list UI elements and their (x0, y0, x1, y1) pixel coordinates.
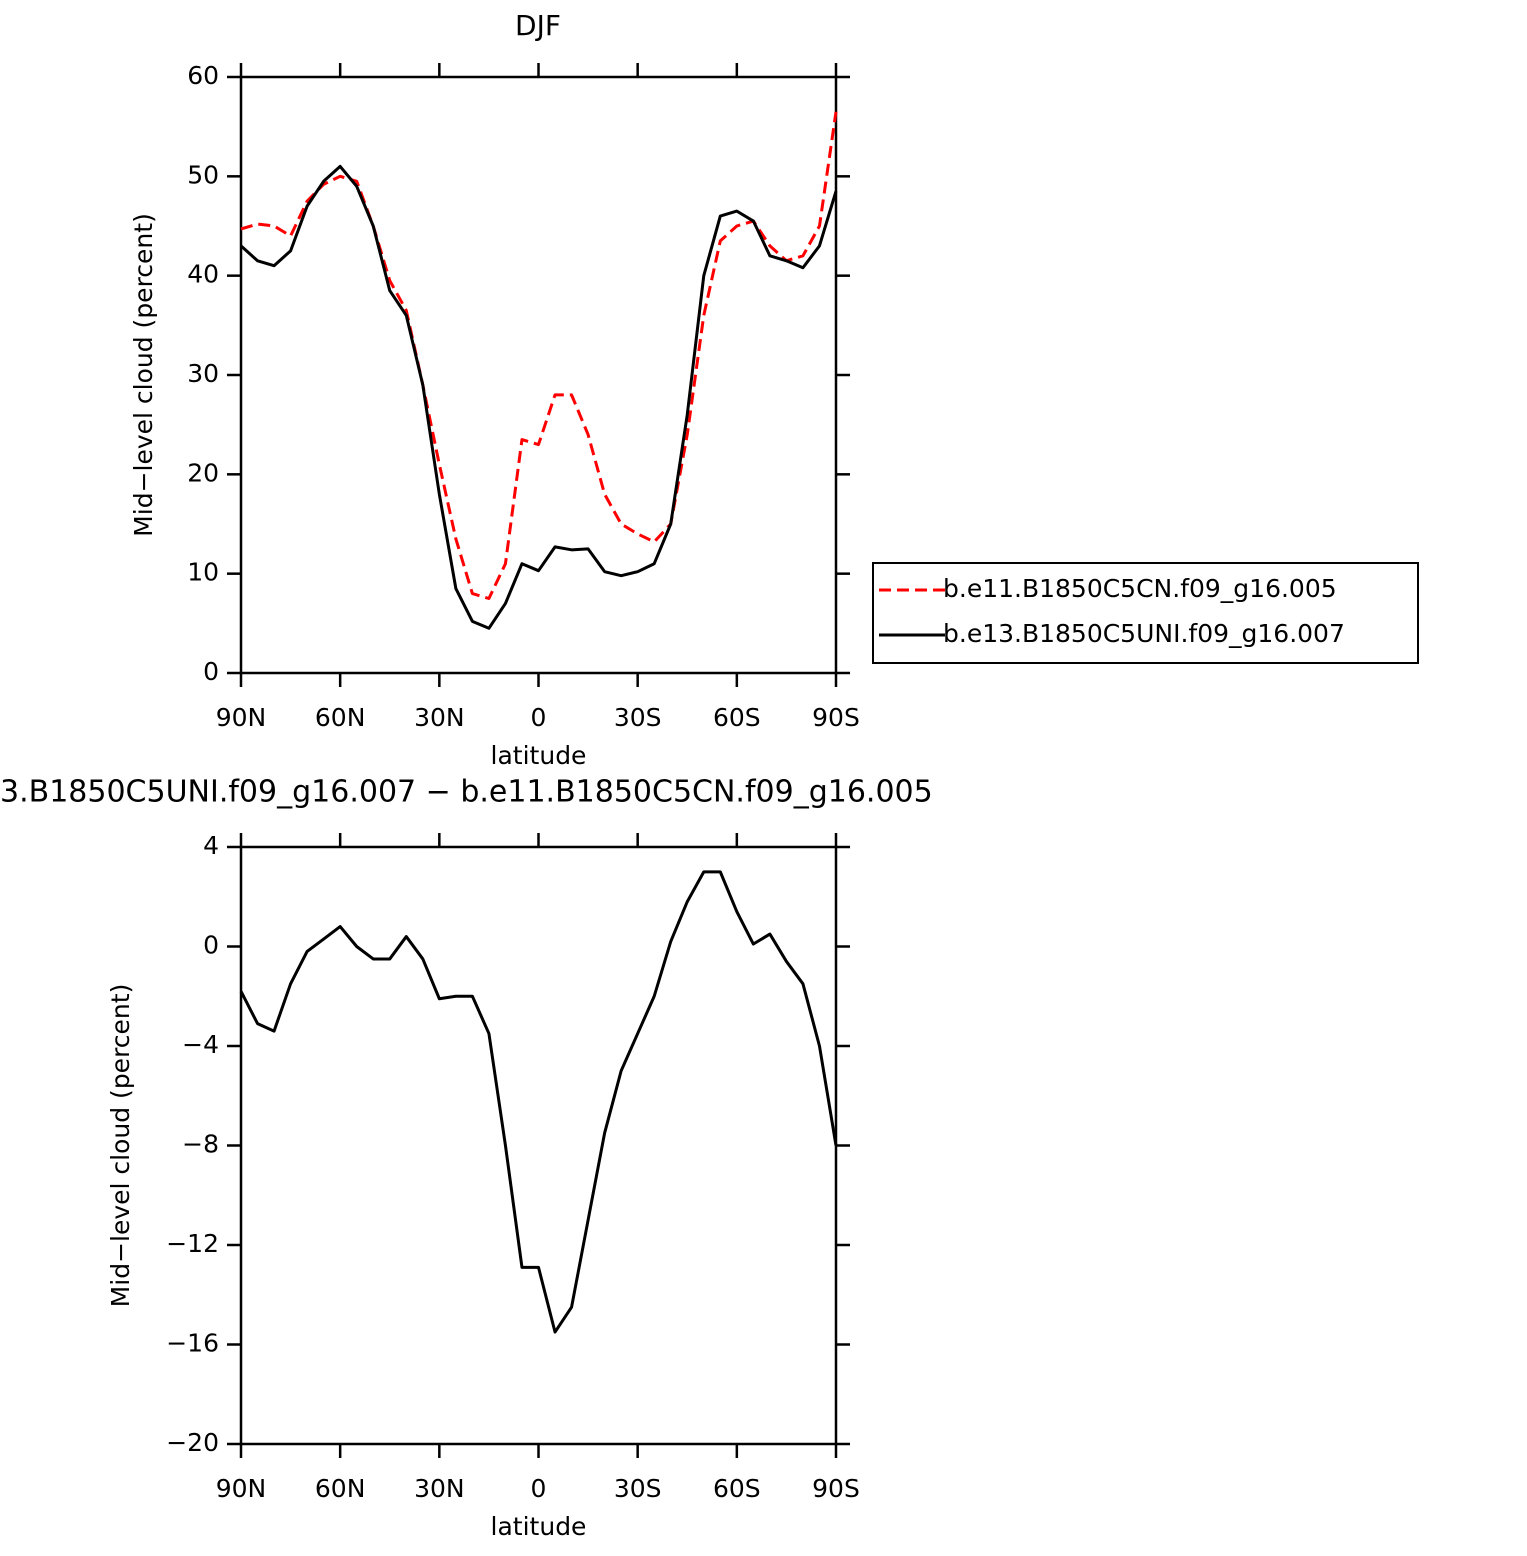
y-tick-label: −16 (166, 1329, 219, 1358)
x-tick-label: 90N (216, 1474, 267, 1503)
x-axis-label: latitude (491, 1512, 587, 1541)
legend-label: b.e13.B1850C5UNI.f09_g16.007 (943, 619, 1345, 648)
x-tick-label: 90S (812, 703, 860, 732)
data-line (240, 111, 838, 600)
y-tick-label: 60 (187, 61, 219, 90)
plot-frame (239, 75, 838, 675)
y-tick-label: 50 (187, 160, 219, 189)
y-tick-label: 20 (187, 458, 219, 487)
x-tick-label: 30S (614, 703, 662, 732)
y-tick-label: 40 (187, 260, 219, 289)
y-axis-label: Mid−level cloud (percent) (106, 984, 135, 1308)
chart-title: DJF (515, 9, 561, 42)
y-tick-label: −12 (166, 1229, 219, 1258)
x-tick-label: 30S (614, 1474, 662, 1503)
y-tick-label: 4 (203, 831, 219, 860)
data-line (239, 164, 838, 630)
y-tick-label: −20 (166, 1428, 219, 1457)
x-tick-label: 0 (531, 703, 547, 732)
x-tick-label: 60S (713, 1474, 761, 1503)
x-tick-label: 0 (531, 1474, 547, 1503)
x-axis-label: latitude (491, 741, 587, 770)
y-tick-label: 0 (203, 931, 219, 960)
plot-frame (239, 845, 838, 1446)
y-tick-label: 0 (203, 657, 219, 686)
y-tick-label: 30 (187, 359, 219, 388)
y-tick-label: −8 (182, 1130, 219, 1159)
x-tick-label: 30N (414, 703, 465, 732)
legend-label: b.e11.B1850C5CN.f09_g16.005 (943, 574, 1337, 603)
x-tick-label: 60S (713, 703, 761, 732)
x-tick-label: 30N (414, 1474, 465, 1503)
y-tick-label: 10 (187, 558, 219, 587)
x-tick-label: 90N (216, 703, 267, 732)
y-tick-label: −4 (182, 1030, 219, 1059)
x-tick-label: 90S (812, 1474, 860, 1503)
y-axis-label: Mid−level cloud (percent) (129, 213, 158, 537)
x-tick-label: 60N (315, 703, 366, 732)
x-tick-label: 60N (315, 1474, 366, 1503)
legend-box (872, 562, 1419, 664)
chart-title: 3.B1850C5UNI.f09_g16.007 − b.e11.B1850C5… (0, 775, 933, 810)
data-line (239, 870, 838, 1334)
